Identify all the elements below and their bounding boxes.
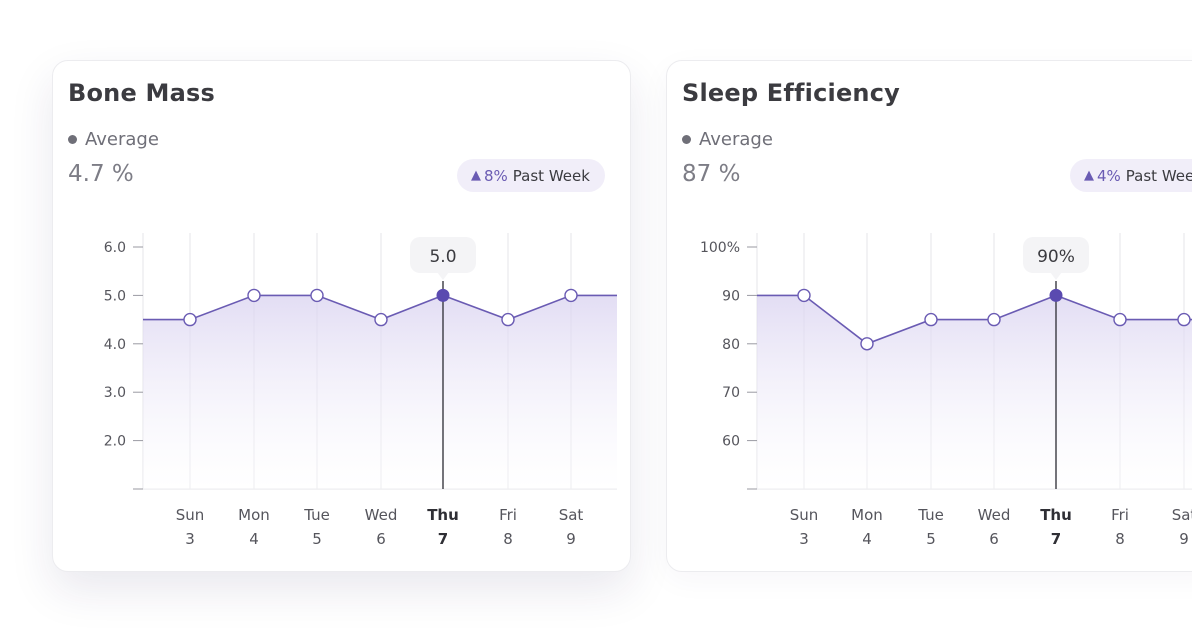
x-date-label: 5 <box>312 530 322 548</box>
average-label: Average <box>85 129 159 150</box>
x-tick-label: Sat <box>1172 506 1192 524</box>
x-tick-label: Tue <box>303 506 330 524</box>
bone-mass-card: Bone Mass Average 4.7 % ▲ 8% Past Week 6… <box>52 60 631 572</box>
x-date-label: 7 <box>1051 530 1061 548</box>
y-tick-label: 5.0 <box>104 288 126 304</box>
x-tick-label: Sat <box>559 506 584 524</box>
average-label: Average <box>699 129 773 150</box>
x-tick-label: Thu <box>1040 506 1072 524</box>
tooltip: 90% <box>1023 237 1089 280</box>
dot-icon <box>682 135 691 144</box>
x-tick-label: Thu <box>427 506 459 524</box>
tooltip-pointer <box>437 272 449 280</box>
y-tick-label: 4.0 <box>104 337 126 353</box>
data-point <box>564 288 578 303</box>
x-date-label: 4 <box>249 530 259 548</box>
y-tick-label: 80 <box>722 337 740 353</box>
tooltip-value: 5.0 <box>429 247 456 267</box>
tooltip: 5.0 <box>410 237 476 280</box>
change-percent: 4% <box>1097 166 1121 185</box>
x-tick-label: Sun <box>790 506 819 524</box>
card-title: Sleep Efficiency <box>682 79 900 107</box>
y-tick-label: 60 <box>722 434 740 450</box>
x-tick-label: Wed <box>365 506 398 524</box>
x-date-label: 3 <box>799 530 809 548</box>
average-legend: Average <box>68 129 159 150</box>
x-tick-label: Sun <box>176 506 205 524</box>
x-date-label: 5 <box>926 530 936 548</box>
y-tick-label: 90 <box>722 288 740 304</box>
change-percent: 8% <box>484 166 508 185</box>
x-date-label: 7 <box>438 530 448 548</box>
card-title: Bone Mass <box>68 79 215 107</box>
triangle-up-icon: ▲ <box>471 168 481 183</box>
x-tick-label: Tue <box>917 506 944 524</box>
data-point <box>247 288 261 303</box>
average-value: 87 % <box>682 161 741 187</box>
x-date-label: 9 <box>566 530 576 548</box>
x-date-label: 9 <box>1179 530 1189 548</box>
x-date-label: 8 <box>503 530 513 548</box>
data-point <box>310 288 324 303</box>
data-point <box>860 337 874 351</box>
x-tick-label: Mon <box>851 506 883 524</box>
data-point <box>501 312 515 327</box>
x-tick-label: Fri <box>1111 506 1129 524</box>
average-legend: Average <box>682 129 773 150</box>
data-point-active <box>436 288 450 302</box>
sleep-efficiency-card: Sleep Efficiency Average 87 % ▲ 4% Past … <box>666 60 1192 572</box>
data-point <box>183 312 197 327</box>
x-tick-label: Wed <box>978 506 1011 524</box>
series-area <box>757 295 1192 489</box>
data-point <box>1177 312 1191 327</box>
dot-icon <box>68 135 77 144</box>
data-point <box>1113 312 1127 327</box>
y-tick-label: 100% <box>700 240 740 256</box>
x-tick-label: Fri <box>499 506 517 524</box>
tooltip-box <box>410 237 476 273</box>
x-date-label: 6 <box>376 530 386 548</box>
y-tick-label: 2.0 <box>104 434 126 450</box>
y-tick-label: 3.0 <box>104 385 126 401</box>
y-tick-label: 6.0 <box>104 240 126 256</box>
data-point <box>924 312 938 327</box>
tooltip-value: 90% <box>1037 247 1075 267</box>
x-tick-label: Mon <box>238 506 270 524</box>
x-date-label: 8 <box>1115 530 1125 548</box>
change-badge: ▲ 8% Past Week <box>457 159 605 192</box>
change-period: Past Week <box>512 166 590 185</box>
sleep-efficiency-chart[interactable]: 100%9080706090%Sun3Mon4Tue5Wed6Thu7Fri8S… <box>667 61 1192 572</box>
series-area <box>143 295 617 489</box>
y-tick-label: 70 <box>722 385 740 401</box>
data-point-active <box>1049 288 1063 302</box>
x-date-label: 3 <box>185 530 195 548</box>
data-point <box>374 312 388 327</box>
x-date-label: 6 <box>989 530 999 548</box>
tooltip-pointer <box>1050 272 1062 280</box>
change-badge: ▲ 4% Past Week <box>1070 159 1192 192</box>
tooltip-box <box>1023 237 1089 273</box>
average-value: 4.7 % <box>68 161 134 187</box>
data-point <box>797 288 811 303</box>
change-period: Past Week <box>1125 166 1192 185</box>
x-date-label: 4 <box>862 530 872 548</box>
data-point <box>987 312 1001 327</box>
triangle-up-icon: ▲ <box>1084 168 1094 183</box>
bone-mass-chart[interactable]: 6.0 5.0 4.0 3.0 2.0 5.0 Sun 3 Mon 4 Tue 5 Wed 6 Thu 7 Fr… <box>53 61 631 572</box>
